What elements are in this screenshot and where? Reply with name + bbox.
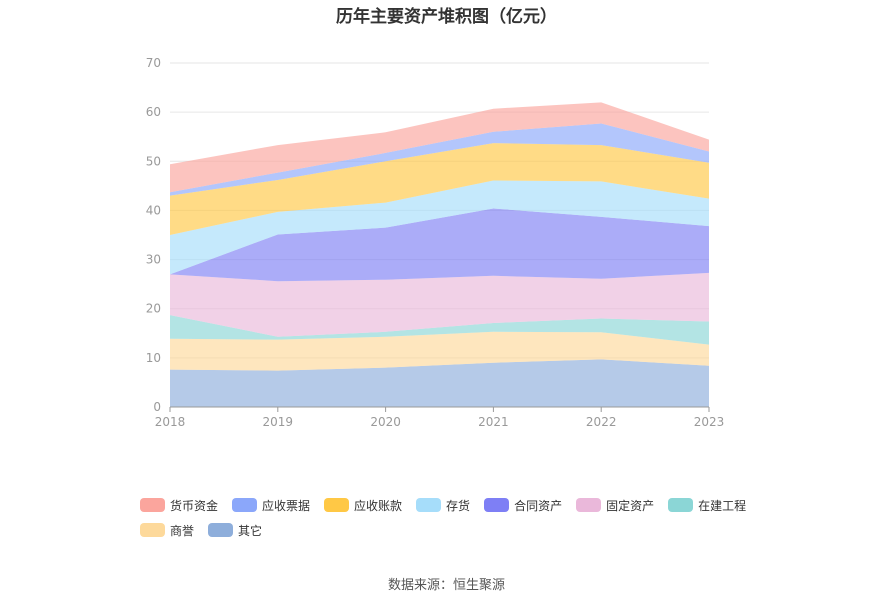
y-tick-label: 10 — [146, 351, 161, 365]
legend-label: 在建工程 — [698, 498, 747, 513]
y-tick-label: 50 — [146, 154, 161, 168]
legend-label: 应收账款 — [354, 498, 403, 513]
legend-item[interactable]: 在建工程 — [668, 497, 746, 514]
x-tick-label: 2021 — [478, 415, 509, 429]
legend-item[interactable]: 存货 — [416, 497, 470, 514]
area-在建工程 — [170, 315, 709, 345]
area-存货 — [170, 180, 709, 275]
legend-swatch — [484, 498, 510, 512]
x-tick-label: 2023 — [694, 415, 725, 429]
area-商誉 — [170, 331, 709, 371]
x-tick-label: 2022 — [586, 415, 617, 429]
legend-item[interactable]: 商誉 — [140, 522, 194, 539]
area-应收账款 — [170, 143, 709, 235]
legend-item[interactable]: 其它 — [208, 522, 262, 539]
legend-label: 商誉 — [170, 523, 195, 538]
chart-title: 历年主要资产堆积图（亿元） — [336, 7, 557, 27]
legend-label: 合同资产 — [514, 498, 563, 513]
y-tick-label: 30 — [146, 253, 161, 267]
legend-swatch — [576, 498, 602, 512]
legend-swatch — [140, 523, 165, 537]
x-tick-label: 2019 — [263, 415, 294, 429]
legend-label: 货币资金 — [170, 498, 219, 513]
area-series — [170, 102, 709, 407]
x-tick-label: 2020 — [370, 415, 401, 429]
legend-item[interactable]: 应收票据 — [232, 497, 310, 514]
area-其它 — [170, 359, 709, 407]
legend-row: 货币资金 应收票据 应收账款 存货 合同资产 固定资产 在建工程 — [140, 494, 780, 516]
legend-swatch — [232, 498, 258, 512]
y-tick-label: 70 — [146, 56, 161, 70]
legend: 货币资金 应收票据 应收账款 存货 合同资产 固定资产 在建工程 商誉 其它 — [140, 494, 780, 544]
legend-row: 商誉 其它 — [140, 519, 780, 541]
legend-item[interactable]: 合同资产 — [484, 497, 562, 514]
area-固定资产 — [170, 272, 709, 337]
area-货币资金 — [170, 102, 709, 193]
legend-swatch — [208, 523, 234, 537]
legend-swatch — [668, 498, 694, 512]
y-tick-label: 0 — [153, 400, 161, 414]
y-tick-label: 40 — [146, 203, 161, 217]
legend-swatch — [324, 498, 350, 512]
legend-item[interactable]: 固定资产 — [576, 497, 654, 514]
area-合同资产 — [170, 208, 709, 282]
x-tick-label: 2018 — [155, 415, 186, 429]
legend-label: 其它 — [238, 523, 263, 538]
area-应收票据 — [170, 123, 709, 196]
legend-swatch — [140, 498, 165, 512]
y-tick-label: 20 — [146, 302, 161, 316]
data-source-note: 数据来源：恒生聚源 — [387, 578, 505, 593]
legend-label: 固定资产 — [606, 498, 655, 513]
y-tick-label: 60 — [146, 105, 161, 119]
axes: 0 10 20 30 40 50 60 70 2018 2019 2020 2021 2022 2023 — [146, 56, 725, 429]
legend-label: 存货 — [446, 498, 471, 513]
legend-item[interactable]: 应收账款 — [324, 497, 402, 514]
legend-item[interactable]: 货币资金 — [140, 497, 218, 514]
legend-swatch — [416, 498, 442, 512]
stacked-area-chart: 0 10 20 30 40 50 60 70 2018 2019 2020 2021 2022 2023 — [146, 56, 725, 429]
legend-label: 应收票据 — [262, 498, 311, 513]
